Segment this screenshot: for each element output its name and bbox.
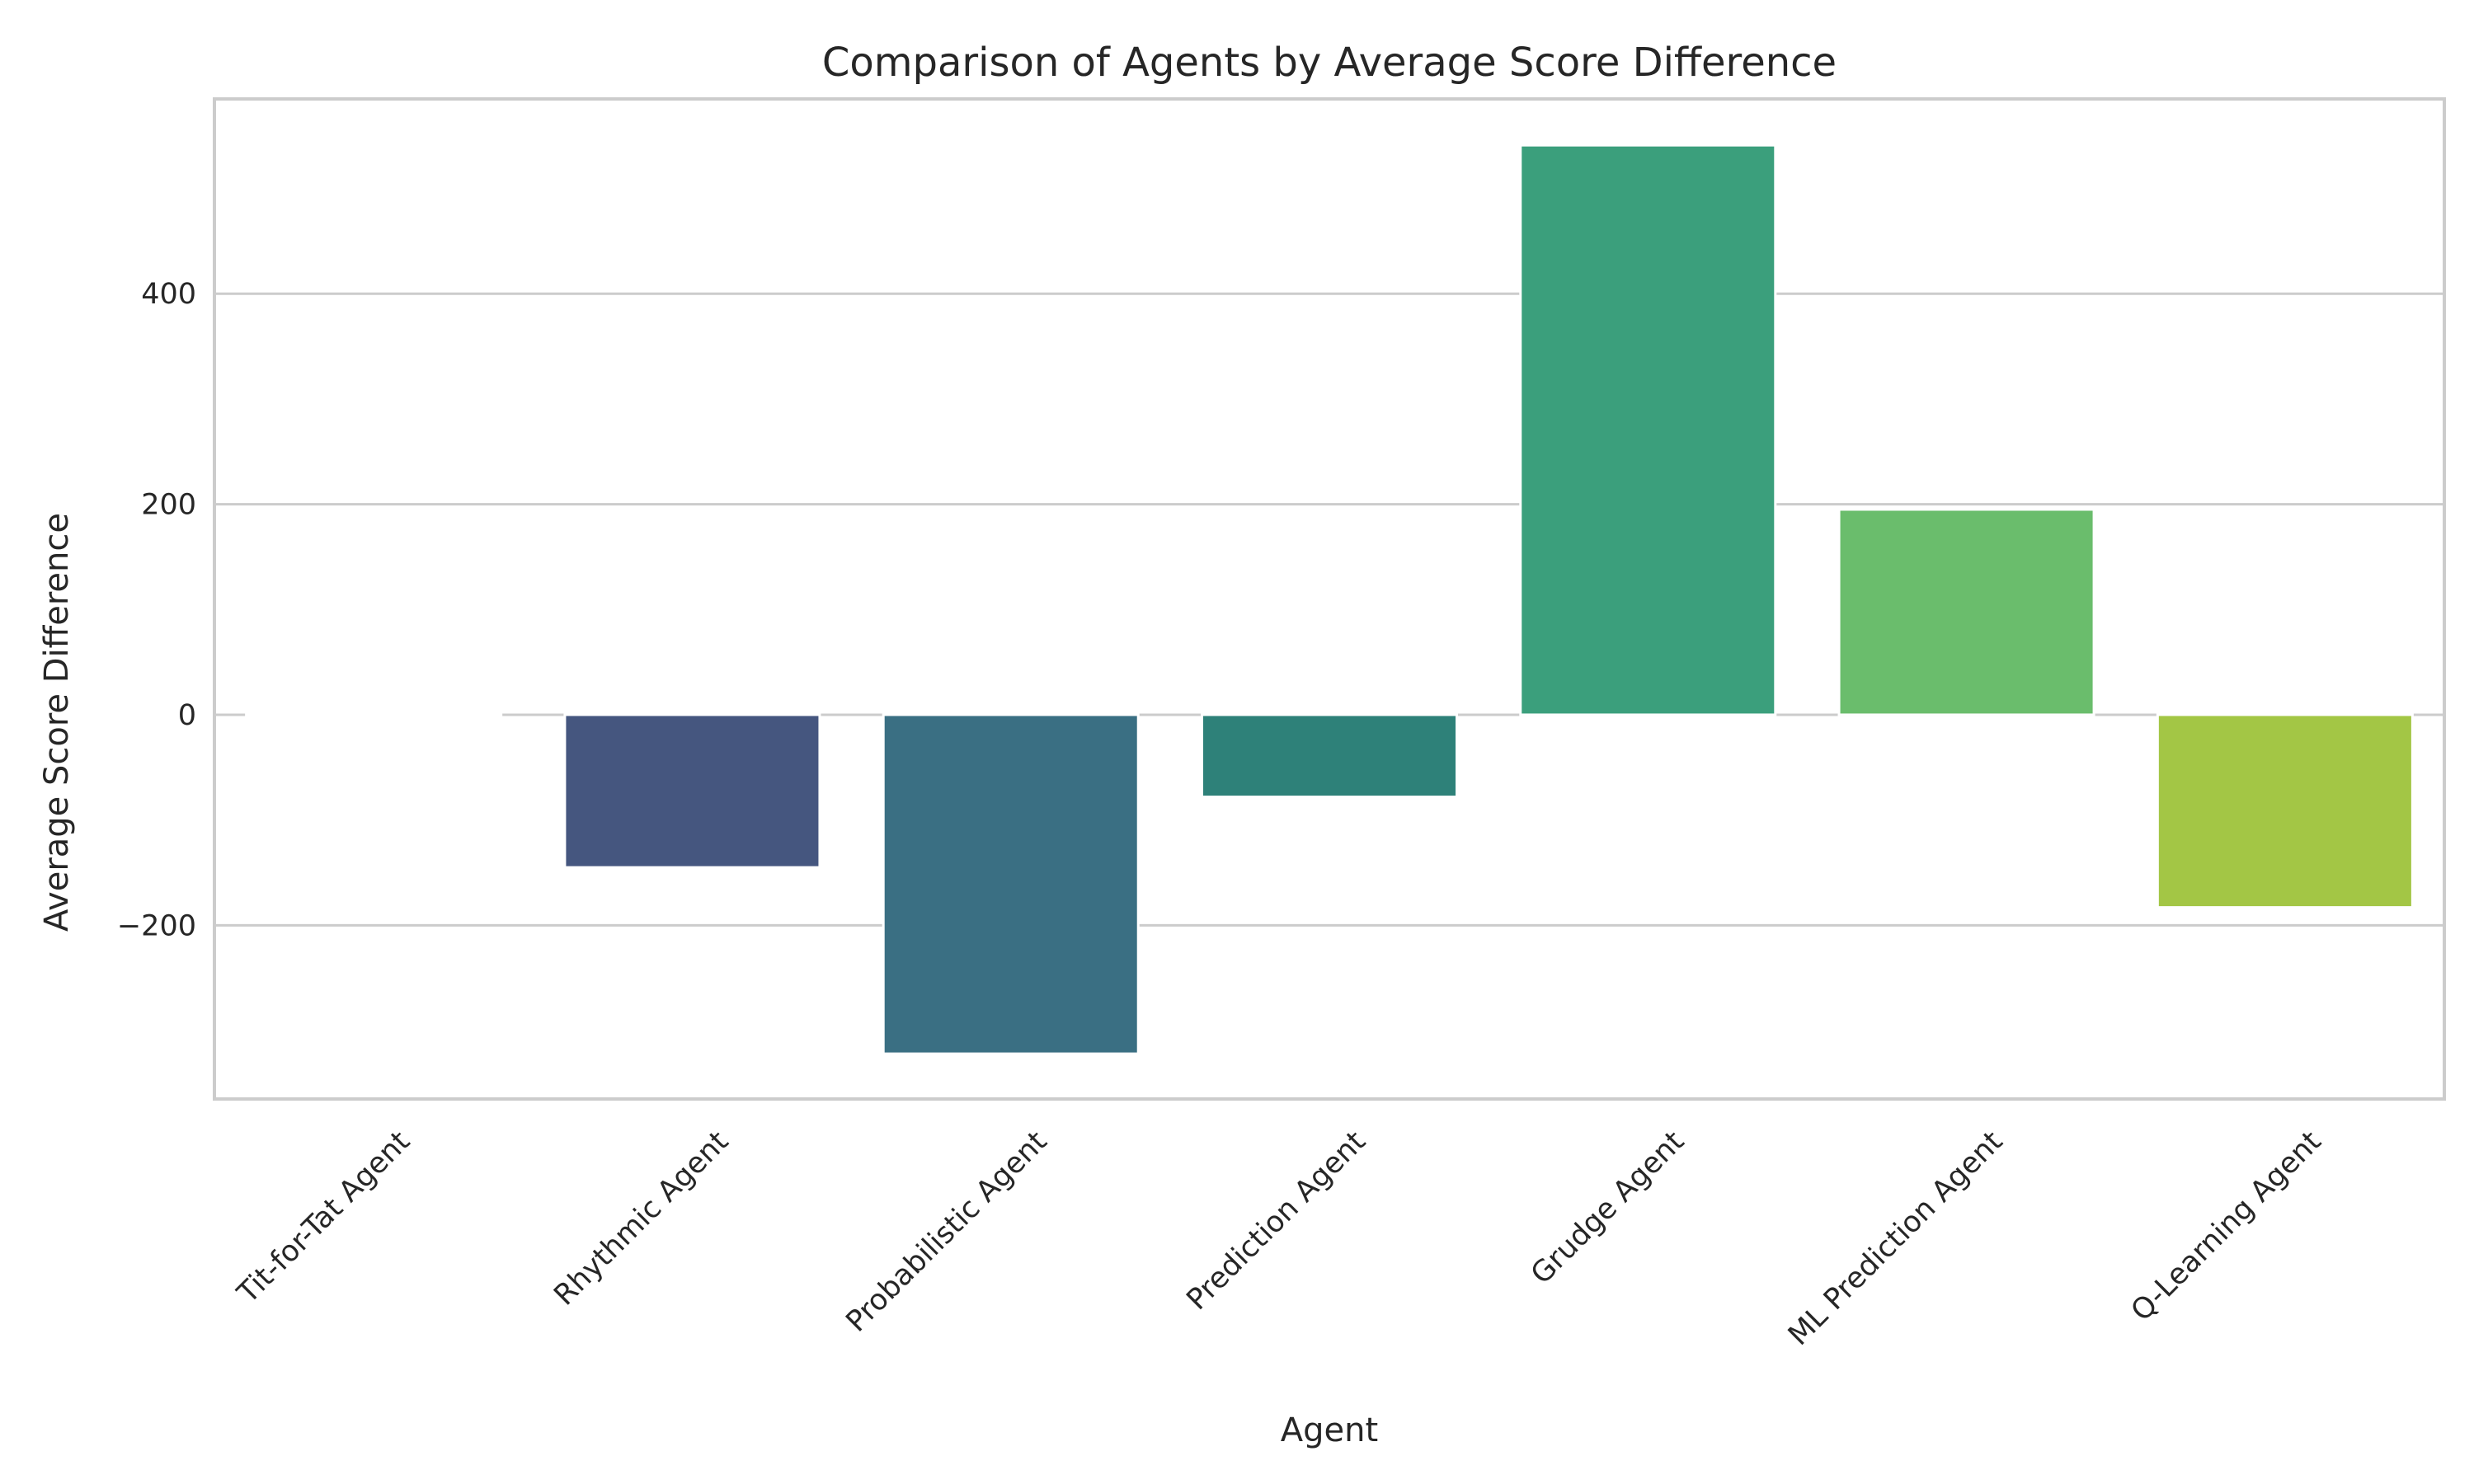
y-tick-label: 400 bbox=[141, 278, 196, 311]
bars bbox=[245, 143, 2414, 1055]
y-tick-label: −200 bbox=[117, 909, 196, 942]
y-axis-label: Average Score Difference bbox=[38, 513, 76, 932]
chart-title: Comparison of Agents by Average Score Di… bbox=[822, 40, 1837, 86]
bar-7 bbox=[2156, 713, 2414, 909]
plot-frame bbox=[213, 97, 2446, 1101]
y-tick-label: 200 bbox=[141, 489, 196, 522]
bar-4 bbox=[1200, 713, 1459, 799]
y-tick-label: 0 bbox=[178, 699, 196, 732]
bar-3 bbox=[882, 713, 1140, 1055]
bar-2 bbox=[563, 713, 821, 869]
x-axis-label: Agent bbox=[1281, 1411, 1378, 1449]
bar-6 bbox=[1837, 508, 2095, 716]
bar-5 bbox=[1519, 143, 1777, 716]
bar-1 bbox=[245, 713, 503, 717]
y-tick-labels: −200 0 200 400 bbox=[117, 278, 196, 942]
